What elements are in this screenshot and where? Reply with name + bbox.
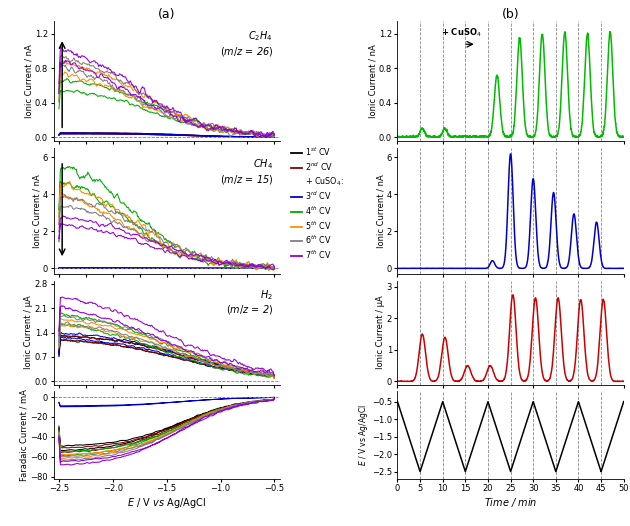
Text: C$_2$H$_4$
$(m/z$ = 26$)$: C$_2$H$_4$ $(m/z$ = 26$)$ bbox=[220, 29, 273, 58]
Y-axis label: Faradaic Current / mA: Faradaic Current / mA bbox=[20, 389, 29, 481]
X-axis label: $Time$ / min: $Time$ / min bbox=[484, 496, 537, 509]
Y-axis label: Ionic Current / nA: Ionic Current / nA bbox=[25, 44, 33, 118]
Text: H$_2$
$(m/z$ = 2$)$: H$_2$ $(m/z$ = 2$)$ bbox=[226, 288, 273, 317]
Title: (a): (a) bbox=[158, 8, 175, 21]
Title: (b): (b) bbox=[501, 8, 519, 21]
Y-axis label: Ionic Current / nA: Ionic Current / nA bbox=[32, 174, 41, 248]
Text: + CuSO$_4$: + CuSO$_4$ bbox=[442, 27, 482, 39]
Y-axis label: $E$ / V vs Ag/AgCl: $E$ / V vs Ag/AgCl bbox=[357, 404, 370, 466]
Legend: 1$^{st}$ CV, 2$^{nd}$ CV, + CuSO$_4$:, 3$^{rd}$ CV, 4$^{th}$ CV, 5$^{th}$ CV, 6$: 1$^{st}$ CV, 2$^{nd}$ CV, + CuSO$_4$:, 3… bbox=[290, 146, 344, 261]
Y-axis label: Ionic Current / μA: Ionic Current / μA bbox=[25, 296, 33, 369]
Y-axis label: Ionic Current / nA: Ionic Current / nA bbox=[369, 44, 377, 118]
Text: CH$_4$
$(m/z$ = 15$)$: CH$_4$ $(m/z$ = 15$)$ bbox=[220, 157, 273, 186]
X-axis label: $E$ / V $vs$ Ag/AgCl: $E$ / V $vs$ Ag/AgCl bbox=[127, 496, 206, 510]
Y-axis label: Ionic Current / nA: Ionic Current / nA bbox=[376, 174, 385, 248]
Y-axis label: Ionic Current / μA: Ionic Current / μA bbox=[376, 296, 385, 369]
